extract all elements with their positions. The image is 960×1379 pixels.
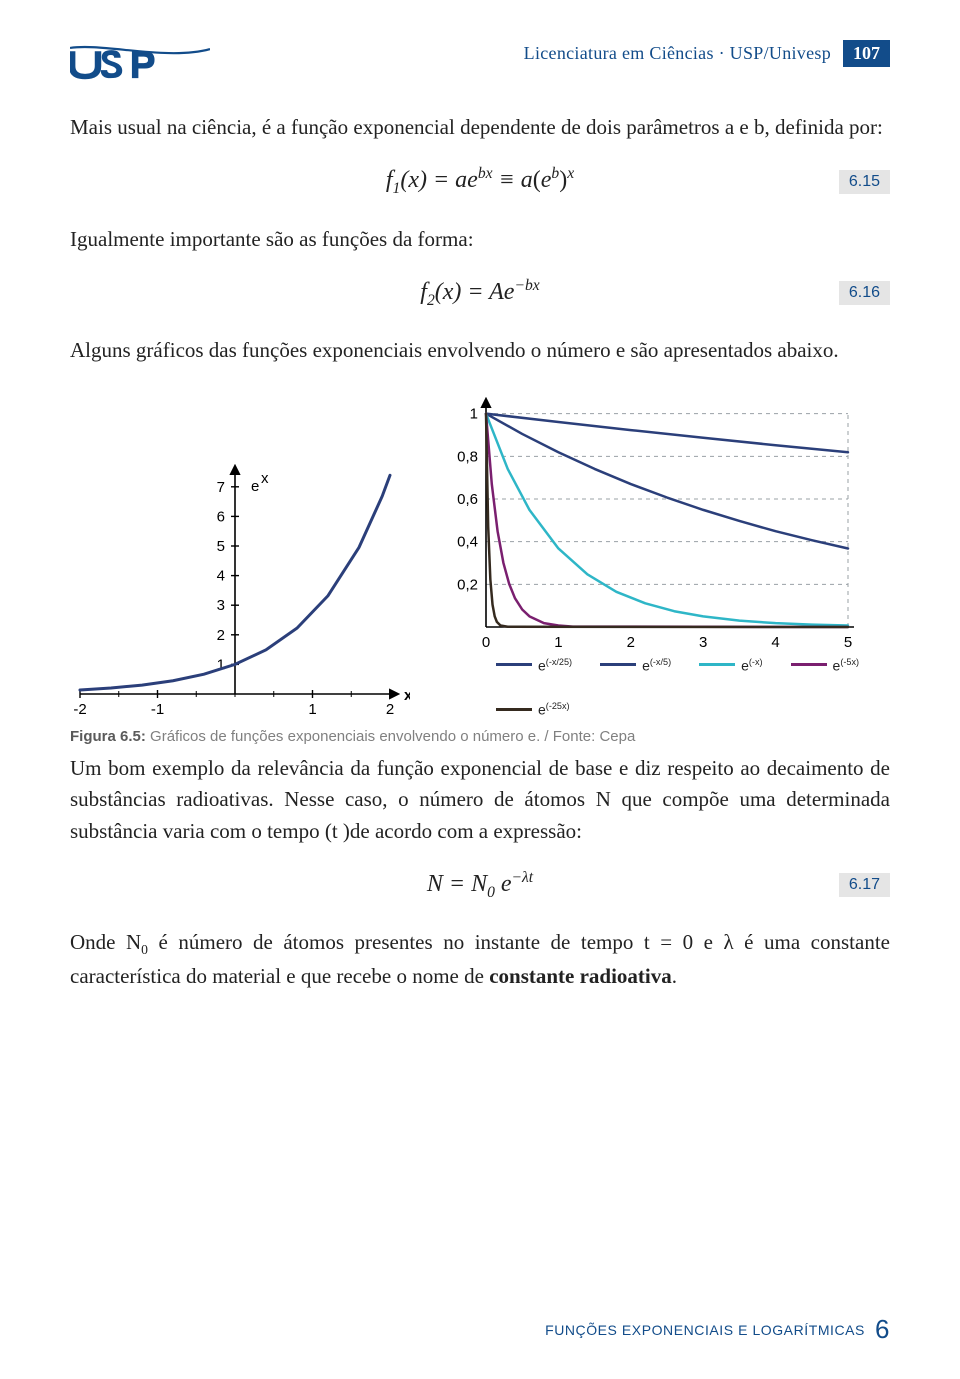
legend-item: e(-x/5): [600, 657, 671, 674]
svg-text:3: 3: [699, 634, 707, 651]
legend-item: e(-x/25): [496, 657, 572, 674]
eq2-latex: f2(x) = Ae−bx: [420, 277, 539, 310]
header-right: Licenciatura em Ciências · USP/Univesp 1…: [524, 40, 890, 67]
paragraph-5: Onde N0 é número de átomos presentes no …: [70, 927, 890, 992]
page: Licenciatura em Ciências · USP/Univesp 1…: [0, 0, 960, 1379]
header-course: Licenciatura em Ciências · USP/Univesp: [524, 43, 831, 64]
svg-text:0,8: 0,8: [457, 448, 478, 465]
eq1-latex: f1(x) = aebx ≡ a(eb)x: [386, 165, 574, 198]
legend-item: e(-x): [699, 657, 762, 674]
figure-caption-label: Figura 6.5:: [70, 728, 146, 745]
chart-right-box: 0,2 0,4 0,6 0,8 1 0 1 2 3 4 5 e(-x/25) e(-x/5) e(-x)…: [440, 391, 890, 718]
footer-chapter: 6: [875, 1314, 890, 1345]
figure-caption: Figura 6.5: Gráficos de funções exponenc…: [70, 728, 890, 745]
svg-text:-2: -2: [73, 701, 86, 718]
eq2-num: 6.16: [839, 281, 890, 305]
equation-6-15: f1(x) = aebx ≡ a(eb)x 6.15: [70, 158, 890, 206]
eq3-num: 6.17: [839, 873, 890, 897]
svg-text:x: x: [261, 470, 269, 487]
chart-left: -2-1121234567xex: [70, 458, 410, 718]
paragraph-3: Alguns gráficos das funções exponenciais…: [70, 335, 890, 367]
page-number-box: 107: [843, 40, 890, 67]
svg-text:4: 4: [771, 634, 779, 651]
p5-b: é número de átomos presentes no instante…: [70, 930, 890, 988]
svg-text:0,2: 0,2: [457, 576, 478, 593]
svg-text:5: 5: [844, 634, 852, 651]
svg-text:-1: -1: [151, 701, 164, 718]
usp-logo: [70, 40, 210, 84]
p5-c: .: [672, 964, 677, 988]
svg-text:2: 2: [627, 634, 635, 651]
svg-text:0,4: 0,4: [457, 533, 478, 550]
paragraph-2: Igualmente importante são as funções da …: [70, 224, 890, 256]
equation-6-17: N = N0 e−λt 6.17: [70, 861, 890, 909]
p5-a: Onde N: [70, 930, 141, 954]
legend-item: e(-25x): [496, 701, 570, 718]
term-constante-radioativa: constante radioativa: [489, 964, 672, 988]
eq1-num: 6.15: [839, 170, 890, 194]
chart-right: 0,2 0,4 0,6 0,8 1 0 1 2 3 4 5: [440, 391, 860, 651]
svg-text:3: 3: [217, 597, 225, 614]
figure-6-5: -2-1121234567xex 0,20,40,60,81012345 e(-…: [70, 391, 890, 718]
chart-left-box: -2-1121234567xex: [70, 458, 410, 718]
svg-text:2: 2: [217, 627, 225, 644]
svg-text:2: 2: [386, 701, 394, 718]
svg-text:0: 0: [482, 634, 490, 651]
svg-text:5: 5: [217, 538, 225, 555]
figure-caption-text: Gráficos de funções exponenciais envolve…: [146, 728, 635, 745]
svg-text:7: 7: [217, 479, 225, 496]
svg-text:e: e: [251, 478, 259, 495]
paragraph-4: Um bom exemplo da relevância da função e…: [70, 753, 890, 848]
legend-item: e(-5x): [791, 657, 860, 674]
eq3-latex: N = N0 e−λt: [427, 869, 533, 902]
svg-text:1: 1: [554, 634, 562, 651]
paragraph-1: Mais usual na ciência, é a função expone…: [70, 112, 890, 144]
equation-6-16: f2(x) = Ae−bx 6.16: [70, 269, 890, 317]
chart-right-legend: e(-x/25) e(-x/5) e(-x) e(-5x) e(-25x): [440, 657, 890, 718]
page-header: Licenciatura em Ciências · USP/Univesp 1…: [70, 40, 890, 84]
footer-text: FUNÇÕES EXPONENCIAIS E LOGARÍTMICAS: [545, 1322, 865, 1338]
page-footer: FUNÇÕES EXPONENCIAIS E LOGARÍTMICAS 6: [545, 1314, 890, 1345]
svg-text:1: 1: [470, 405, 478, 422]
svg-text:x: x: [404, 687, 410, 704]
svg-text:4: 4: [217, 567, 225, 584]
svg-text:6: 6: [217, 508, 225, 525]
svg-text:1: 1: [308, 701, 316, 718]
svg-text:0,6: 0,6: [457, 491, 478, 508]
